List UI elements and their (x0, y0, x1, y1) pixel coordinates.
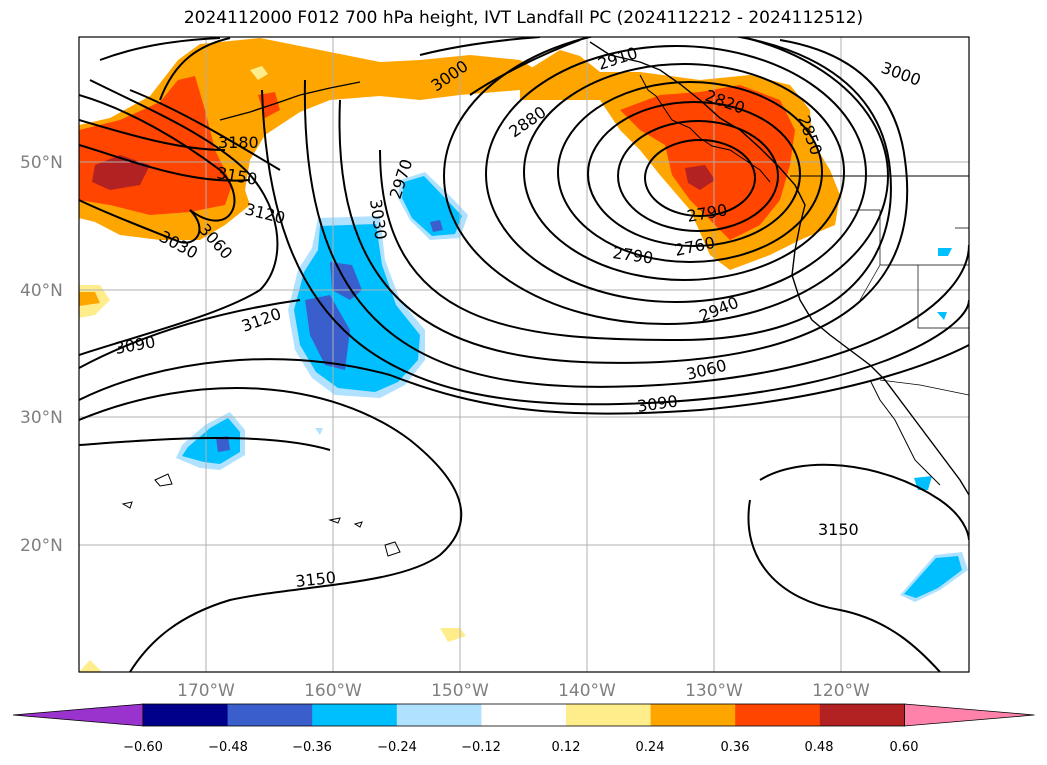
colorbar-tick-label: 0.48 (805, 740, 834, 755)
colorbar-segment (819, 704, 905, 726)
contour-3150-east (747, 463, 969, 672)
island-hawaii-b (121, 501, 133, 509)
ivt-negative-small-c (938, 248, 952, 256)
colorbar-segment (143, 704, 229, 726)
ivt-negative-strong-north (430, 220, 443, 232)
latitude-label: 30°N (20, 408, 63, 428)
map-frame (78, 36, 970, 673)
coastline-baja (869, 379, 941, 486)
colorbar-frame (142, 703, 905, 727)
island-hawaii-a (154, 473, 173, 487)
contour-label: 3000 (879, 58, 924, 90)
ivt-negative-small-b (315, 428, 323, 435)
colorbar: −0.60 −0.48 −0.36 −0.24 −0.12 0.12 0.24 … (12, 703, 1035, 755)
colorbar-tick-label: 0.36 (721, 740, 750, 755)
contour-label: 2790 (611, 243, 654, 267)
contour-3180 (79, 119, 226, 151)
colorbar-segment (227, 704, 313, 726)
colorbar-segment (566, 704, 652, 726)
contour-label: 2760 (673, 233, 717, 260)
colorbar-segment (650, 704, 736, 726)
contour-label: 3180 (218, 133, 259, 152)
longitude-label: 130°W (685, 681, 743, 701)
longitude-label: 170°W (177, 681, 235, 701)
contour-ridge-north-b (419, 37, 581, 96)
colorbar-segment (481, 704, 567, 726)
border-us-mexico (879, 379, 969, 396)
ivt-positive-weak-north (250, 66, 268, 80)
contour-3150-west (79, 144, 251, 182)
ivt-negative-hawaii-west (182, 418, 240, 464)
contour-2970 (379, 37, 892, 342)
longitude-label: 160°W (304, 681, 362, 701)
contour-label: 3060 (195, 220, 236, 263)
longitude-labels: 170°W 160°W 150°W 140°W 130°W 120°W (177, 681, 870, 701)
ivt-positive-small-patch (440, 628, 466, 642)
colorbar-tick-label: −0.48 (208, 740, 248, 755)
contour-label: 3120 (243, 199, 287, 227)
colorbar-extend-low (12, 703, 144, 727)
contour-3090-east (79, 344, 969, 415)
contour-2880 (523, 63, 845, 281)
ivt-negative-small-d (937, 312, 947, 320)
contour-ridge-north-a (99, 37, 231, 101)
colorbar-tick-label: −0.36 (292, 740, 332, 755)
contour-3090-west (79, 79, 279, 356)
ivt-positive-max-north (92, 155, 150, 190)
ivt-negative-north (402, 176, 462, 236)
colorbar-segment (735, 704, 821, 726)
contour-2790 (617, 120, 779, 232)
contour-2910 (485, 45, 867, 303)
colorbar-segments (12, 703, 1035, 727)
latitude-label: 20°N (20, 536, 63, 556)
latitude-label: 50°N (20, 153, 63, 173)
contour-label: 3090 (113, 332, 156, 358)
contour-label: 3150 (818, 520, 859, 539)
contour-2820 (587, 101, 801, 247)
latitude-label: 40°N (20, 281, 63, 301)
contour-3000 (338, 39, 909, 364)
contour-2760 (644, 139, 756, 217)
colorbar-tick-label: 0.60 (890, 740, 919, 755)
island-small-b (353, 521, 363, 528)
longitude-label: 120°W (812, 681, 870, 701)
longitude-label: 150°W (431, 681, 489, 701)
island-hawaii-c (384, 541, 401, 557)
ivt-negative-small-a (914, 476, 932, 490)
colorbar-tick-label: 0.12 (552, 740, 581, 755)
colorbar-segment (396, 704, 482, 726)
colorbar-tick-label: −0.12 (461, 740, 501, 755)
contour-3060-east (261, 89, 969, 406)
contour-3030-west (79, 199, 201, 244)
ivt-positive-max-coast (685, 165, 715, 190)
colorbar-segment (312, 704, 398, 726)
contour-3120 (79, 89, 301, 369)
ivt-positive-corner-patch (79, 660, 102, 672)
border-states (850, 209, 969, 329)
coastline-islands-bc (639, 74, 771, 183)
colorbar-tick-label: −0.24 (377, 740, 417, 755)
ivt-shading (79, 38, 968, 672)
contour-south-low (79, 437, 331, 451)
colorbar-tick-label: −0.60 (123, 740, 163, 755)
contour-2850 (557, 81, 823, 263)
ivt-positive-patch-west (79, 292, 100, 306)
ivt-negative-southeast (904, 556, 962, 598)
contour-2940 (443, 37, 889, 325)
contour-3150-south (79, 387, 463, 672)
colorbar-tick-label: 0.24 (636, 740, 665, 755)
map-title: 2024112000 F012 700 hPa height, IVT Land… (183, 8, 864, 28)
latitude-labels: 50°N 40°N 30°N 20°N (20, 153, 63, 556)
island-small-a (328, 517, 341, 524)
colorbar-labels: −0.60 −0.48 −0.36 −0.24 −0.12 0.12 0.24 … (123, 740, 918, 755)
contour-3030-east (303, 79, 969, 388)
ivt-negative-strong-hawaii-west (216, 436, 230, 452)
height-contours (79, 37, 969, 672)
colorbar-extend-high (904, 703, 1035, 727)
longitude-label: 140°W (558, 681, 616, 701)
contour-3060-west (79, 94, 236, 222)
contour-label: 3150 (294, 568, 336, 591)
